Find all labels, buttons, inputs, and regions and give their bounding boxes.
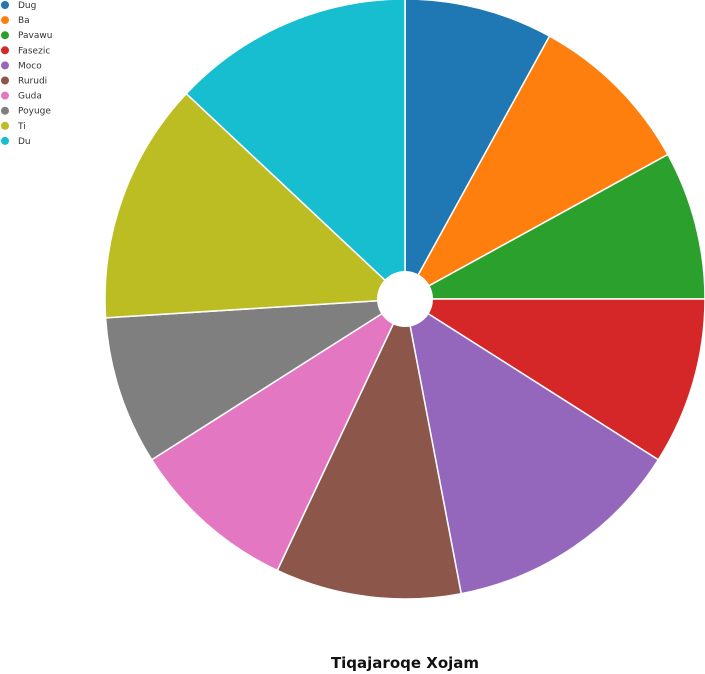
pie-slice-guda[interactable]: [150, 296, 407, 572]
legend-label-moco[interactable]: Moco: [18, 61, 42, 71]
pie-center-hole: [377, 271, 433, 327]
legend-marker-rurudi: [1, 76, 9, 85]
legend-label-fasezic[interactable]: Fasezic: [18, 46, 50, 56]
pie-slice-moco[interactable]: [403, 297, 660, 595]
legend-marker-guda: [1, 91, 9, 100]
legend-marker-moco: [1, 61, 9, 70]
legend-marker-dug: [1, 1, 9, 9]
legend-label-ti[interactable]: Ti: [17, 122, 26, 132]
pie-slice-ti[interactable]: [104, 92, 407, 319]
chart-title: Tiqajaroqe Xojam: [331, 654, 479, 672]
pie-slice-poyuge[interactable]: [104, 298, 406, 461]
legend-label-ba[interactable]: Ba: [18, 16, 30, 26]
pie-slices: [104, 0, 705, 600]
pie-slice-ba[interactable]: [403, 35, 669, 301]
legend-marker-fasezic: [1, 46, 9, 55]
legend-marker-poyuge: [1, 106, 9, 115]
legend-marker-ti: [1, 121, 9, 130]
legend-label-guda[interactable]: Guda: [18, 92, 42, 102]
legend-label-poyuge[interactable]: Poyuge: [18, 107, 51, 117]
legend-label-rurudi[interactable]: Rurudi: [18, 77, 47, 87]
legend-label-du[interactable]: Du: [18, 137, 31, 147]
legend: Dug Ba Pavawu Fasezic Moco Rurudi Guda Poyuge Ti…: [1, 1, 52, 147]
legend-label-dug[interactable]: Dug: [18, 1, 36, 11]
legend-marker-ba: [1, 16, 9, 25]
legend-label-pavawu[interactable]: Pavawu: [18, 31, 52, 41]
pie-slice-du[interactable]: [185, 0, 406, 301]
legend-marker-pavawu: [1, 31, 9, 40]
legend-marker-du: [1, 136, 9, 145]
pie-slice-rurudi[interactable]: [276, 296, 463, 600]
pie-slice-dug[interactable]: [404, 0, 551, 300]
